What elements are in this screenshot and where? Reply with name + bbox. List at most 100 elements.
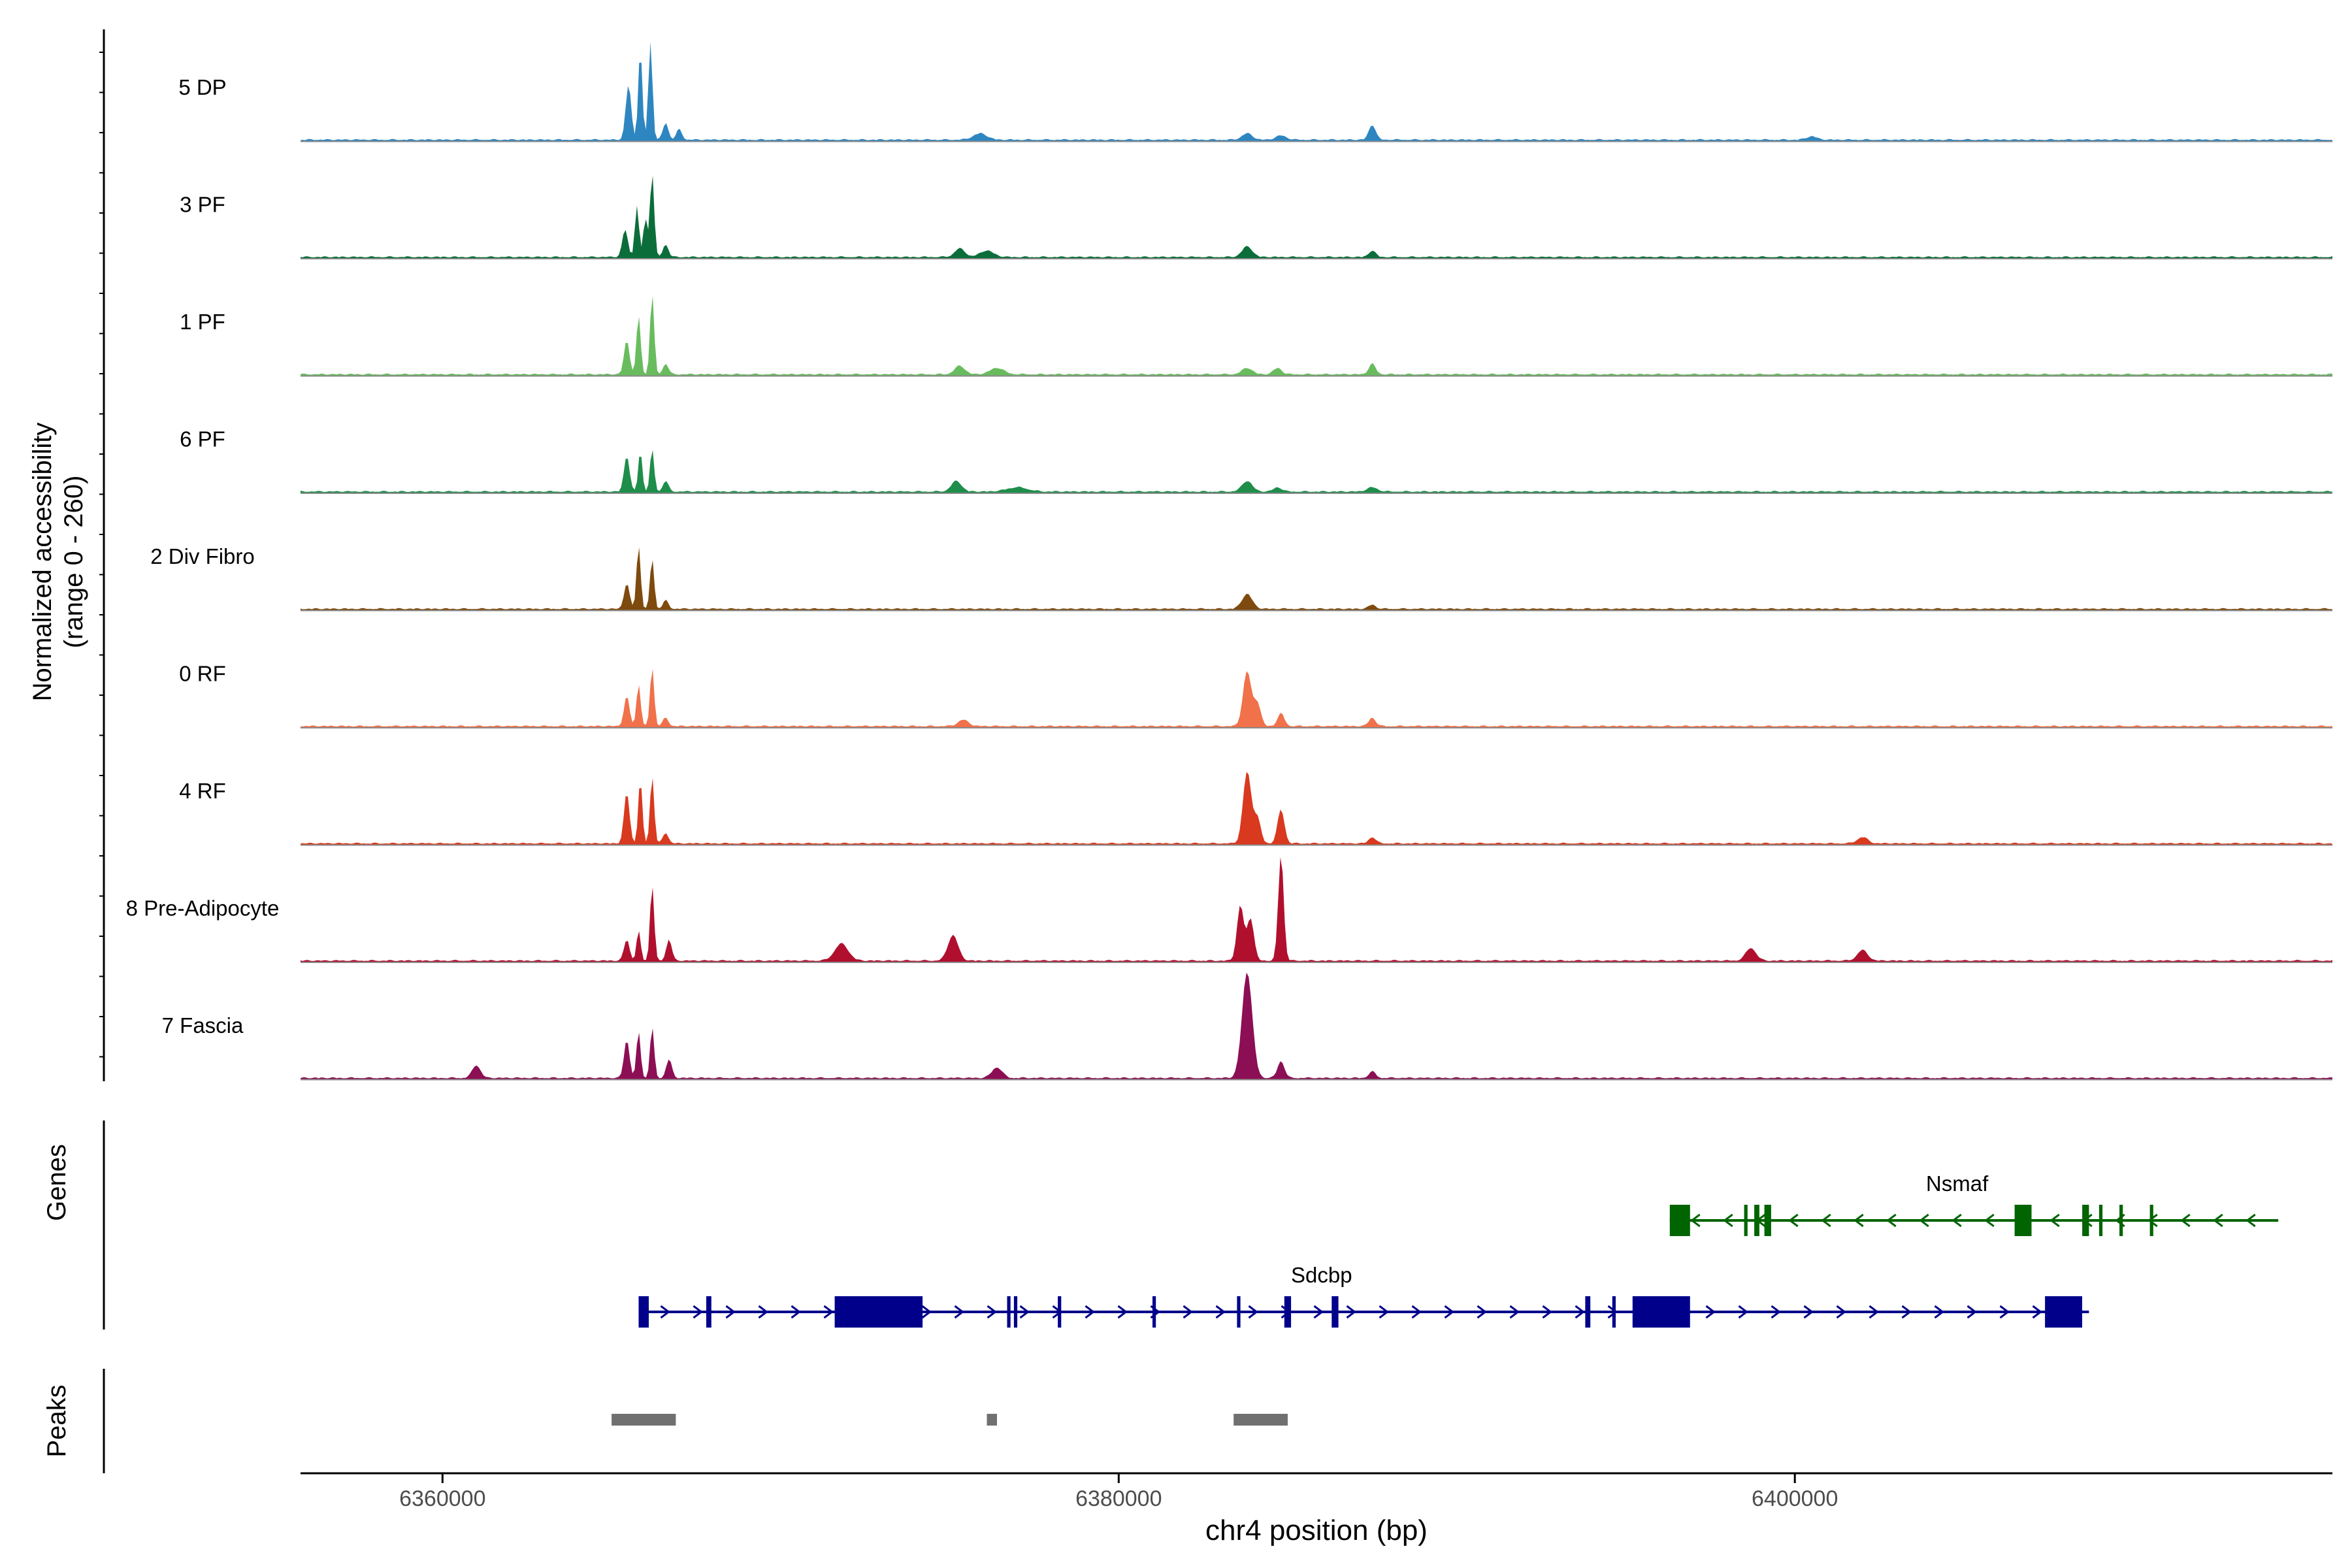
exon — [2082, 1205, 2089, 1236]
strand-chevron — [987, 1305, 997, 1319]
exon — [2099, 1205, 2103, 1236]
strand-chevron — [1607, 1305, 1618, 1319]
genes-track-label: Genes — [42, 1144, 71, 1221]
strand-chevron — [2032, 1305, 2042, 1319]
exon — [1237, 1296, 1241, 1328]
strand-chevron — [1183, 1305, 1193, 1319]
track-label: 0 RF — [179, 662, 226, 686]
strand-chevron — [2148, 1213, 2158, 1228]
strand-chevron — [660, 1305, 670, 1319]
exon — [2119, 1205, 2123, 1236]
strand-chevron — [725, 1305, 736, 1319]
strand-chevron — [1821, 1213, 1831, 1228]
exon — [1764, 1205, 1771, 1236]
strand-chevron — [1509, 1305, 1520, 1319]
strand-chevron — [1313, 1305, 1324, 1319]
track-0-rf: 0 RF — [179, 662, 2332, 728]
coverage-tracks: 5 DP 3 PF 1 PF 6 PF 2 Div Fibro 0 RF 4 RF 8 Pre… — [126, 42, 2332, 1081]
strand-chevron — [1215, 1305, 1226, 1319]
strand-chevron — [1346, 1305, 1356, 1319]
strand-chevron — [1690, 1213, 1701, 1228]
gene-models: Nsmaf Sdcbp — [638, 1171, 2279, 1328]
track-7-fascia: 7 Fascia — [162, 972, 2332, 1081]
peak-region — [1233, 1414, 1288, 1426]
track-label: 8 Pre-Adipocyte — [126, 896, 280, 921]
exon — [2149, 1205, 2153, 1236]
exon — [1612, 1296, 1616, 1328]
strand-chevron — [2180, 1213, 2191, 1228]
coverage-area — [301, 296, 2332, 376]
strand-chevron — [954, 1305, 964, 1319]
track-label: 2 Div Fibro — [150, 544, 255, 568]
strand-chevron — [1901, 1305, 1912, 1319]
strand-chevron — [1117, 1305, 1128, 1319]
exon — [2014, 1205, 2032, 1236]
exon — [706, 1296, 711, 1328]
coverage-area — [301, 175, 2332, 259]
strand-chevron — [1967, 1305, 1977, 1319]
coverage-area — [301, 449, 2332, 493]
track-label: 7 Fascia — [162, 1013, 244, 1037]
x-tick-label: 6400000 — [1752, 1486, 1838, 1511]
strand-chevron — [1379, 1305, 1389, 1319]
strand-chevron — [2213, 1213, 2223, 1228]
peak-regions — [612, 1414, 1288, 1426]
strand-chevron — [1723, 1213, 1733, 1228]
track-label: 1 PF — [180, 310, 225, 334]
strand-chevron — [693, 1305, 703, 1319]
strand-chevron — [1952, 1213, 1962, 1228]
exon — [1669, 1205, 1690, 1236]
strand-chevron — [1444, 1305, 1454, 1319]
strand-chevron — [1999, 1305, 2010, 1319]
strand-chevron — [1019, 1305, 1030, 1319]
exon — [1632, 1296, 1690, 1328]
strand-chevron — [921, 1305, 932, 1319]
exon — [638, 1296, 649, 1328]
strand-chevron — [1085, 1305, 1095, 1319]
exon — [834, 1296, 923, 1328]
exon — [1058, 1296, 1062, 1328]
track-2-div-fibro: 2 Div Fibro — [150, 544, 2332, 612]
x-axis-label: chr4 position (bp) — [1205, 1514, 1428, 1546]
coverage-area — [301, 42, 2332, 142]
x-tick-label: 6360000 — [399, 1486, 485, 1511]
peak-region — [612, 1414, 676, 1426]
strand-chevron — [1919, 1213, 1929, 1228]
exon — [2045, 1296, 2082, 1328]
x-tick-label: 6380000 — [1075, 1486, 1162, 1511]
coverage-ylabel: Normalized accessibility (range 0 - 260) — [28, 423, 88, 702]
strand-chevron — [1836, 1305, 1846, 1319]
coverage-area — [301, 772, 2332, 845]
exon — [1744, 1205, 1748, 1236]
ylabel-main: Normalized accessibility — [28, 423, 57, 702]
peak-region — [987, 1414, 997, 1426]
strand-chevron — [791, 1305, 801, 1319]
strand-chevron — [1738, 1305, 1748, 1319]
strand-chevron — [1854, 1213, 1864, 1228]
strand-chevron — [1869, 1305, 1879, 1319]
track-1-pf: 1 PF — [180, 296, 2332, 377]
track-label: 3 PF — [180, 193, 225, 217]
gene-name-label: Nsmaf — [1926, 1171, 1989, 1196]
strand-chevron — [1248, 1305, 1258, 1319]
track-label: 5 DP — [178, 75, 226, 99]
exon — [1754, 1205, 1759, 1236]
exon — [1585, 1296, 1591, 1328]
strand-chevron — [758, 1305, 768, 1319]
coverage-area — [301, 972, 2332, 1080]
coverage-y-axis — [99, 29, 105, 1081]
track-5-dp: 5 DP — [178, 42, 2332, 142]
track-label: 4 RF — [179, 779, 226, 803]
strand-chevron — [2050, 1213, 2060, 1228]
strand-chevron — [2246, 1213, 2256, 1228]
ylabel-range: (range 0 - 260) — [59, 476, 88, 649]
gene-sdcbp: Sdcbp — [638, 1263, 2089, 1328]
track-6-pf: 6 PF — [180, 427, 2332, 494]
strand-chevron — [1771, 1305, 1781, 1319]
strand-chevron — [1803, 1305, 1814, 1319]
coverage-area — [301, 547, 2332, 611]
strand-chevron — [1934, 1305, 1944, 1319]
strand-chevron — [1886, 1213, 1897, 1228]
exon — [1013, 1296, 1018, 1328]
